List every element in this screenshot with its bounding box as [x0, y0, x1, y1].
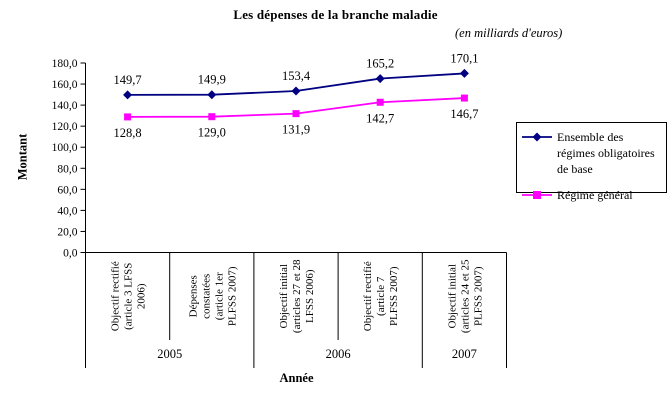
data-label: 128,8 — [114, 126, 142, 140]
data-point-marker — [376, 98, 384, 106]
category-label: Objectif initial — [278, 264, 290, 328]
data-label: 129,0 — [198, 126, 226, 140]
category-label: LFSS 2006) — [304, 269, 316, 323]
category-label: (articles 27 et 28 — [291, 259, 303, 333]
y-tick-label: 40,0 — [57, 205, 77, 217]
category-label: Objectif initial — [446, 264, 458, 328]
data-point-marker — [292, 110, 300, 118]
data-label: 131,9 — [282, 123, 310, 137]
category-label: PLFSS 2007) — [388, 266, 400, 326]
y-tick-label: 160,0 — [52, 79, 78, 91]
y-tick-label: 20,0 — [57, 226, 77, 238]
category-label: Dépenses — [187, 275, 199, 317]
category-label: Objectif rectifié — [362, 261, 374, 331]
data-label: 149,7 — [114, 73, 142, 87]
y-tick-label: 0,0 — [63, 248, 78, 260]
y-tick-label: 80,0 — [57, 163, 77, 175]
y-tick-label: 60,0 — [57, 184, 77, 196]
data-point-marker — [208, 113, 216, 121]
year-label: 2007 — [452, 347, 477, 361]
data-point-marker — [460, 94, 468, 102]
year-label: 2005 — [157, 347, 182, 361]
data-point-marker — [291, 86, 301, 96]
y-tick-label: 100,0 — [52, 142, 78, 154]
data-point-marker — [124, 113, 132, 121]
y-tick-label: 140,0 — [52, 100, 78, 112]
category-label: PLFSS 2007) — [226, 266, 238, 326]
x-axis-title: Année — [279, 371, 314, 385]
diamond-marker-icon — [522, 132, 552, 142]
year-label: 2006 — [326, 347, 351, 361]
legend-item-ensemble: Ensemble des régimes obligatoires de bas… — [522, 129, 663, 178]
data-point-marker — [375, 74, 385, 84]
data-point-marker — [207, 90, 217, 100]
data-label: 165,2 — [366, 57, 394, 71]
data-label: 153,4 — [282, 69, 311, 83]
legend: Ensemble des régimes obligatoires de bas… — [516, 122, 667, 202]
category-label: (articles 24 et 25 — [459, 259, 471, 333]
square-marker-icon — [522, 190, 552, 199]
category-label: constatées — [200, 274, 212, 319]
data-label: 170,1 — [450, 51, 478, 65]
chart-subtitle: (en milliards d'euros) — [455, 26, 563, 40]
chart-title: Les dépenses de la branche maladie — [233, 7, 438, 22]
category-label: 2006) — [136, 283, 148, 309]
data-label: 146,7 — [450, 107, 478, 121]
legend-label-regime-general: Régime général — [557, 187, 633, 202]
data-point-marker — [123, 90, 133, 100]
y-tick-label: 120,0 — [52, 121, 78, 133]
category-label: Objectif rectifié — [110, 261, 122, 331]
data-point-marker — [459, 68, 469, 78]
data-label: 149,9 — [198, 73, 226, 87]
legend-item-regime-general: Régime général — [522, 187, 663, 203]
category-label: (article 7 — [375, 276, 387, 316]
data-label: 142,7 — [366, 111, 394, 125]
category-label: PLFSS 2007) — [472, 266, 484, 326]
y-tick-label: 180,0 — [52, 58, 78, 70]
category-label: (article 3 LFSS — [123, 263, 135, 330]
legend-label-ensemble: Ensemble des régimes obligatoires de bas… — [557, 130, 655, 177]
category-label: (article 1er — [213, 272, 225, 320]
